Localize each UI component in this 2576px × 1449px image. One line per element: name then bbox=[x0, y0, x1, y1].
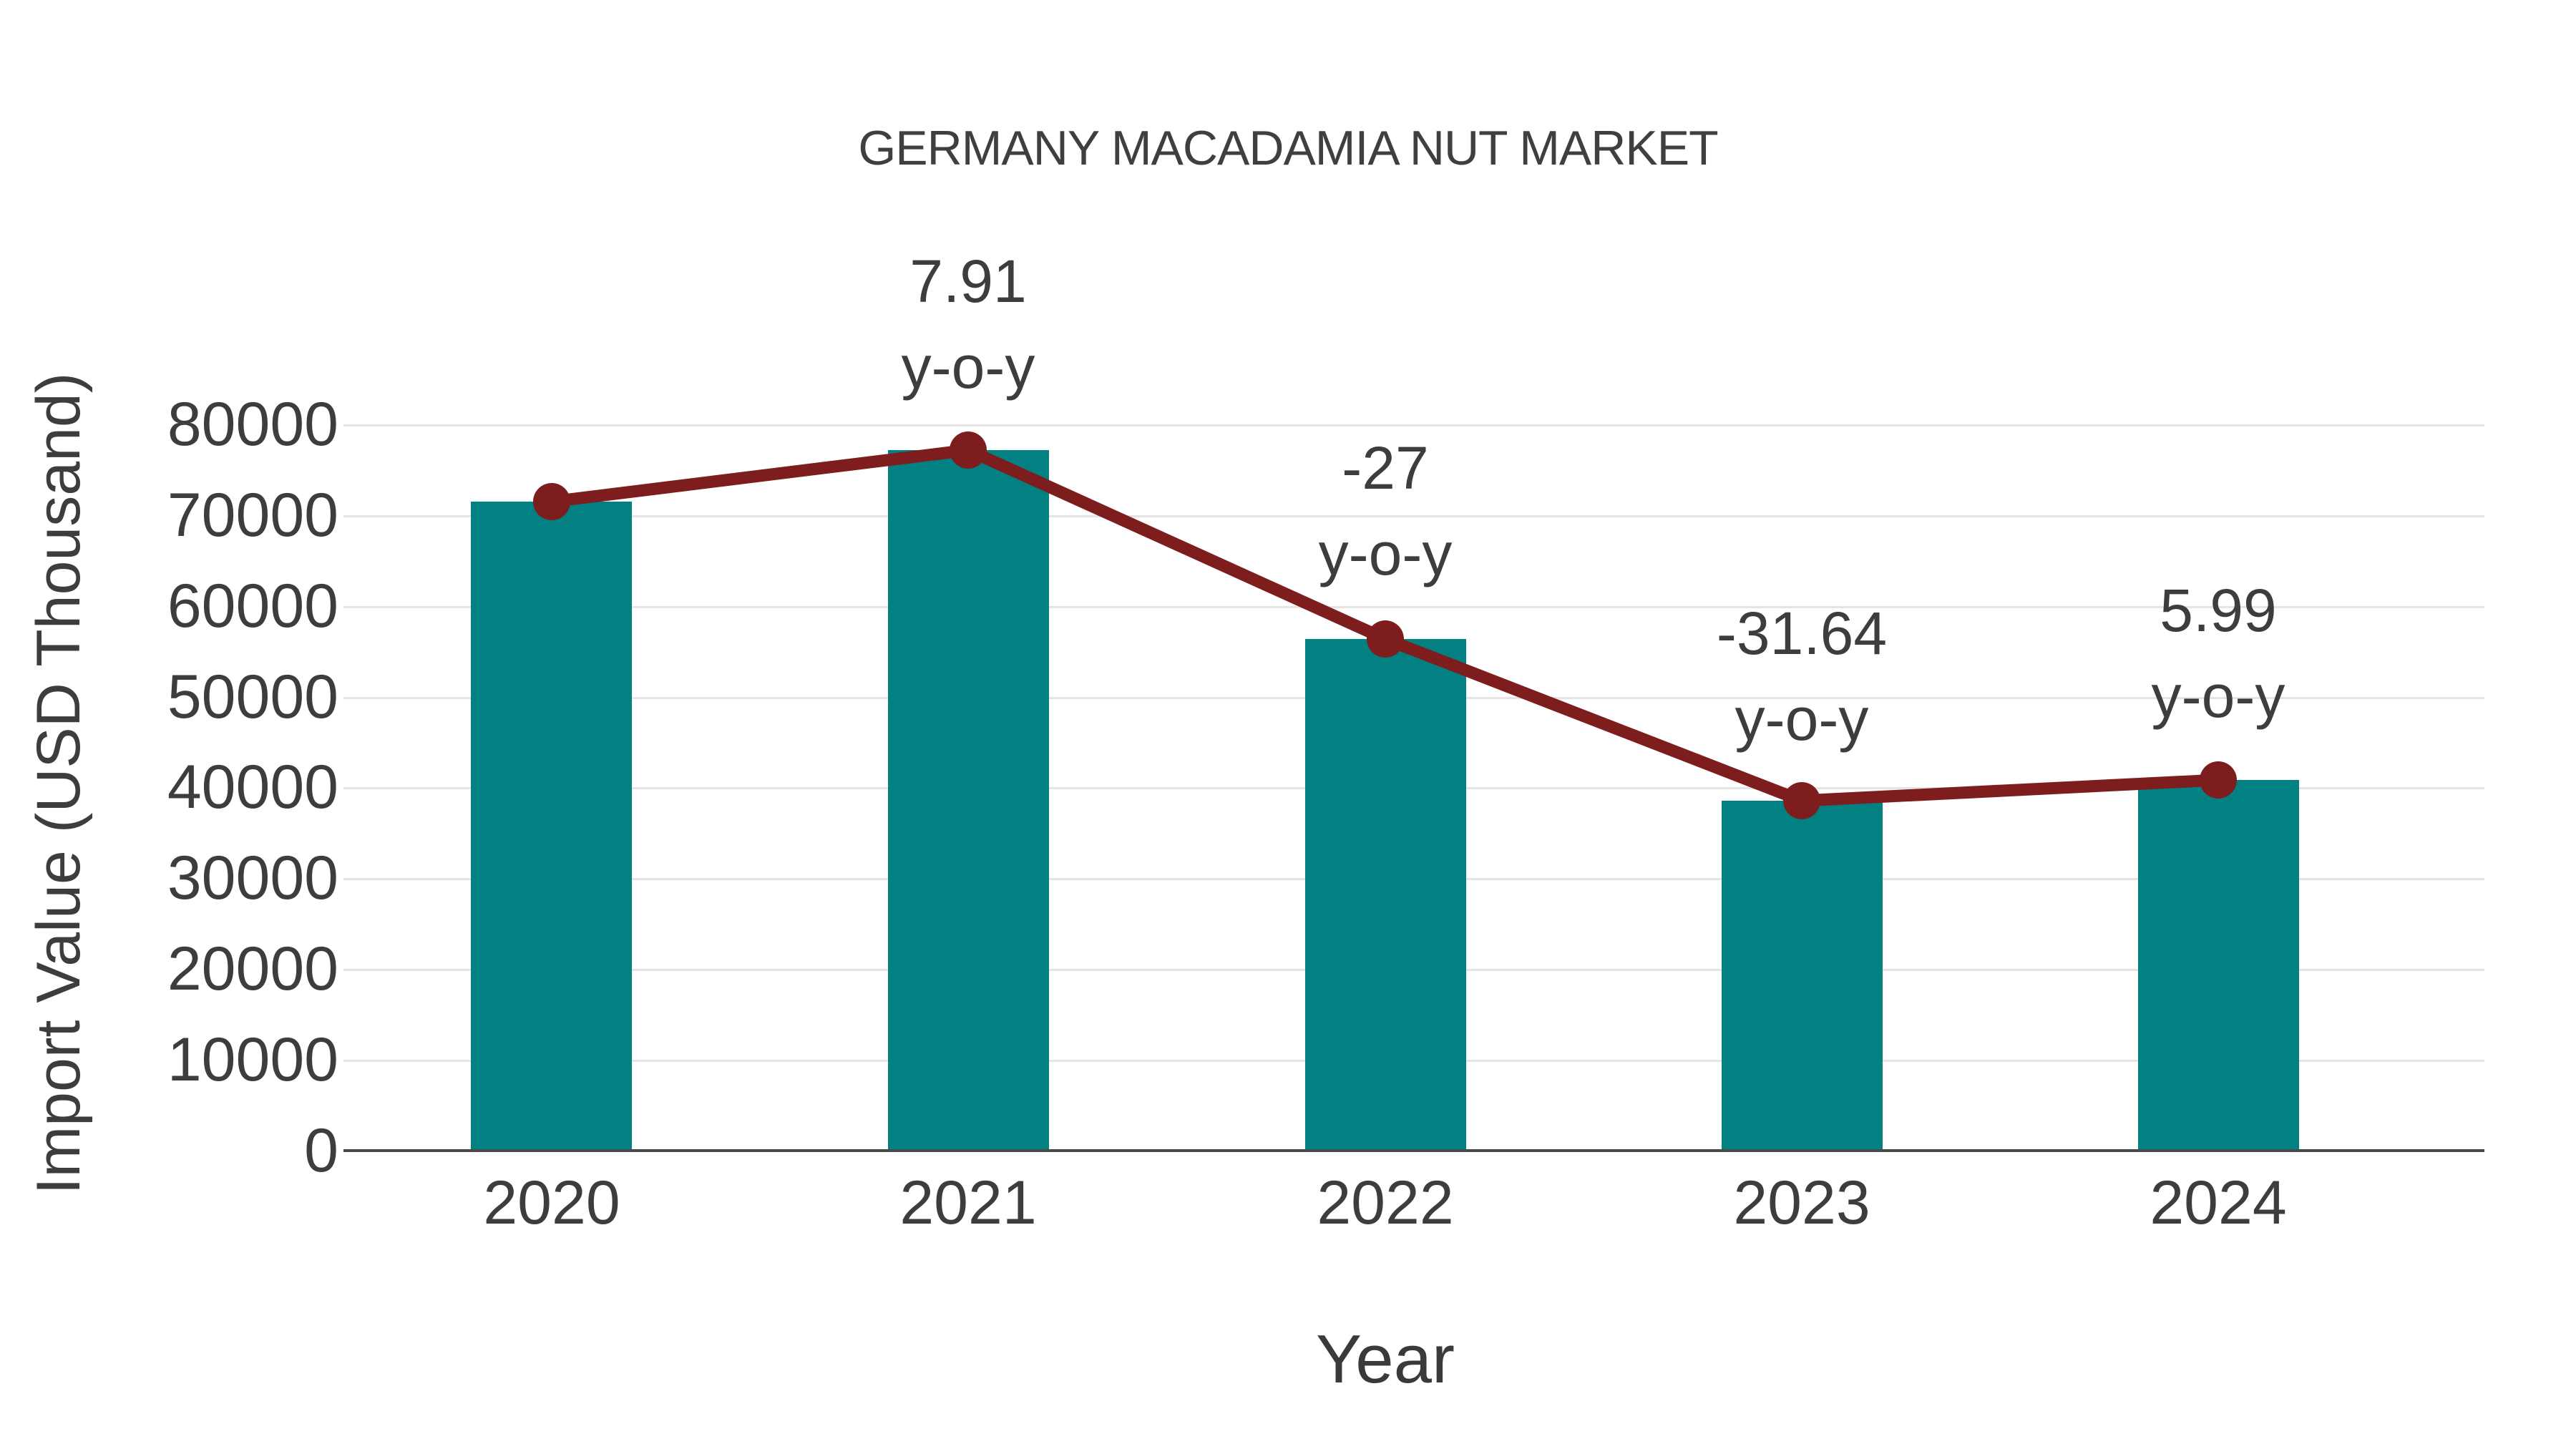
y-tick-label-40000: 40000 bbox=[167, 753, 338, 821]
yoy-annotation-suffix: y-o-y bbox=[901, 333, 1035, 401]
yoy-annotation-value: 5.99 bbox=[2160, 577, 2277, 644]
x-tick-label-2022: 2022 bbox=[1317, 1169, 1454, 1237]
x-tick-label-2020: 2020 bbox=[483, 1169, 620, 1237]
yoy-annotation-2023: -31.64 y-o-y bbox=[1580, 590, 2024, 762]
y-tick-label-10000: 10000 bbox=[167, 1025, 338, 1094]
x-axis-title: Year bbox=[1316, 1321, 1455, 1397]
yoy-point-2021 bbox=[950, 431, 987, 469]
gridline-70000 bbox=[343, 515, 2484, 517]
bar-2020 bbox=[471, 502, 632, 1151]
yoy-point-2024 bbox=[2200, 761, 2237, 799]
y-tick-label-30000: 30000 bbox=[167, 844, 338, 912]
gridline-80000 bbox=[343, 424, 2484, 426]
y-tick-label-60000: 60000 bbox=[167, 572, 338, 640]
chart-title: GERMANY MACADAMIA NUT MARKET bbox=[858, 121, 1718, 175]
yoy-annotation-suffix: y-o-y bbox=[1735, 686, 1869, 753]
yoy-point-2022 bbox=[1367, 620, 1404, 658]
x-tick-label-2021: 2021 bbox=[899, 1169, 1037, 1237]
x-tick-label-2023: 2023 bbox=[1733, 1169, 1870, 1237]
gridline-60000 bbox=[343, 606, 2484, 608]
x-axis-line bbox=[343, 1149, 2484, 1152]
y-tick-label-50000: 50000 bbox=[167, 663, 338, 731]
yoy-annotation-2021: 7.91 y-o-y bbox=[746, 238, 1190, 410]
x-tick-label-2024: 2024 bbox=[2150, 1169, 2287, 1237]
yoy-annotation-suffix: y-o-y bbox=[2151, 663, 2285, 730]
bar-2022 bbox=[1305, 639, 1466, 1151]
y-tick-label-80000: 80000 bbox=[167, 390, 338, 459]
y-tick-label-0: 0 bbox=[304, 1116, 338, 1185]
yoy-point-2020 bbox=[533, 483, 570, 520]
yoy-annotation-suffix: y-o-y bbox=[1318, 520, 1453, 587]
bar-2023 bbox=[1722, 801, 1883, 1151]
yoy-annotation-value: -31.64 bbox=[1716, 600, 1888, 667]
bar-2024 bbox=[2138, 780, 2299, 1151]
yoy-annotation-value: 7.91 bbox=[909, 248, 1027, 315]
yoy-annotation-value: -27 bbox=[1342, 434, 1429, 502]
y-tick-label-20000: 20000 bbox=[167, 935, 338, 1003]
yoy-annotation-2024: 5.99 y-o-y bbox=[1996, 567, 2440, 739]
yoy-point-2023 bbox=[1783, 782, 1820, 819]
yoy-annotation-2022: -27 y-o-y bbox=[1163, 425, 1607, 597]
y-tick-label-70000: 70000 bbox=[167, 481, 338, 550]
bar-2021 bbox=[888, 450, 1049, 1151]
